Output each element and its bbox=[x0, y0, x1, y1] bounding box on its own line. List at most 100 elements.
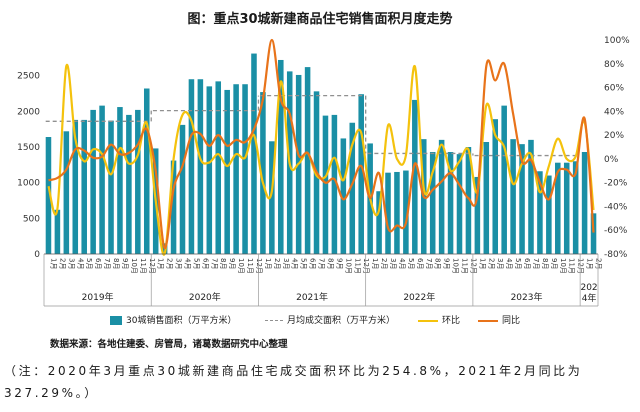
x-tick-label: 8月 bbox=[326, 258, 334, 269]
x-tick-label: 7月 bbox=[318, 258, 326, 269]
bar bbox=[537, 171, 543, 254]
bar bbox=[54, 209, 61, 254]
bar bbox=[45, 137, 52, 254]
footnote: （注：2020年3月重点30城新建商品住宅成交面积环比为254.8%，2021年… bbox=[4, 364, 583, 400]
x-tick-label: 1月 bbox=[371, 258, 379, 269]
y-right-tick-label: -40% bbox=[604, 202, 628, 212]
x-tick-label: 10月 bbox=[452, 258, 460, 274]
data-source: 数据来源：各地住建委、房管局，诸葛数据研究中心整理 bbox=[50, 339, 288, 350]
y-left-tick-label: 2000 bbox=[17, 107, 40, 117]
bar bbox=[179, 124, 186, 255]
x-tick-label: 3月 bbox=[496, 258, 504, 269]
bar bbox=[563, 162, 570, 254]
x-tick-label: 5月 bbox=[85, 258, 93, 269]
bar bbox=[251, 53, 257, 255]
year-label-continued: 4年 bbox=[582, 292, 597, 304]
x-tick-label: 11月 bbox=[139, 258, 147, 274]
x-tick-label: 4月 bbox=[184, 258, 192, 269]
x-tick-label: 7月 bbox=[210, 258, 218, 269]
legend-swatch-yellow-line bbox=[418, 319, 438, 322]
y-left-tick-label: 1500 bbox=[17, 143, 40, 153]
y-left-tick-label: 500 bbox=[23, 214, 40, 224]
bar bbox=[376, 191, 382, 254]
yoy-series-line bbox=[48, 38, 595, 250]
bar bbox=[81, 119, 87, 254]
x-tick-label: 7月 bbox=[103, 258, 111, 269]
x-tick-label: 2月 bbox=[487, 258, 495, 269]
y-left-tick-label: 2500 bbox=[17, 72, 40, 82]
bar bbox=[403, 170, 409, 254]
y-right-tick-label: 0% bbox=[604, 155, 619, 165]
legend-swatch-dashed bbox=[265, 320, 283, 321]
bar bbox=[581, 151, 588, 254]
y-right-tick-label: 40% bbox=[604, 107, 624, 117]
x-tick-label: 10月 bbox=[237, 258, 245, 274]
bar bbox=[429, 151, 436, 254]
x-tick-label: 6月 bbox=[94, 258, 102, 269]
x-tick-label: 3月 bbox=[67, 258, 75, 269]
legend-item-yoy: 同比 bbox=[478, 314, 520, 328]
year-label: 2019年 bbox=[82, 291, 114, 303]
x-tick-label: 7月 bbox=[425, 258, 433, 269]
bar bbox=[501, 105, 507, 254]
x-tick-label: 3月 bbox=[282, 258, 290, 269]
x-tick-label: 8月 bbox=[219, 258, 227, 269]
x-tick-label: 11月 bbox=[353, 258, 361, 274]
x-tick-label: 9月 bbox=[443, 258, 451, 269]
bar bbox=[546, 175, 552, 254]
bar bbox=[456, 154, 463, 254]
bar bbox=[349, 122, 356, 254]
x-tick-label: 4月 bbox=[505, 258, 513, 269]
x-tick-label: 12月 bbox=[255, 258, 263, 274]
x-tick-label: 7月 bbox=[532, 258, 540, 269]
chart-title: 图：重点30城新建商品住宅销售面积月度走势 bbox=[187, 12, 453, 27]
y-left-tick-label: 0 bbox=[34, 250, 40, 260]
bar bbox=[438, 139, 445, 254]
year-label: 2021年 bbox=[296, 291, 328, 303]
bar bbox=[572, 161, 579, 254]
legend-label-monthly-average: 月均成交面积（万平方米） bbox=[287, 316, 396, 326]
y-right-tick-label: 80% bbox=[604, 60, 624, 70]
x-tick-label: 5月 bbox=[514, 258, 522, 269]
x-tick-label: 10月 bbox=[344, 258, 352, 274]
x-tick-label: 5月 bbox=[407, 258, 415, 269]
legend-item-mom: 环比 bbox=[418, 314, 460, 328]
year-label: 202 bbox=[580, 283, 597, 293]
y-right-tick-label: 60% bbox=[604, 84, 624, 94]
year-label: 2020年 bbox=[189, 291, 221, 303]
x-tick-label: 12月 bbox=[577, 258, 585, 274]
legend-label-sales-area: 30城销售面积（万平方米） bbox=[126, 316, 237, 326]
bar bbox=[483, 142, 490, 254]
bar bbox=[242, 84, 248, 254]
bar bbox=[260, 92, 266, 254]
y-right-tick-label: -20% bbox=[604, 179, 628, 189]
bar bbox=[90, 109, 96, 254]
bar bbox=[412, 99, 418, 254]
bar bbox=[215, 81, 222, 254]
x-tick-label: 1月 bbox=[586, 258, 594, 269]
x-tick-label: 5月 bbox=[300, 258, 308, 269]
x-tick-label: 2月 bbox=[380, 258, 388, 269]
bar bbox=[510, 139, 516, 254]
x-tick-label: 3月 bbox=[175, 258, 183, 269]
bar bbox=[143, 88, 150, 254]
x-tick-label: 1月 bbox=[49, 258, 57, 269]
x-tick-label: 9月 bbox=[228, 258, 236, 269]
x-tick-label: 2月 bbox=[595, 258, 603, 269]
x-tick-label: 6月 bbox=[201, 258, 209, 269]
bar bbox=[99, 105, 105, 254]
bar bbox=[135, 109, 141, 254]
bar bbox=[340, 138, 347, 254]
x-tick-label: 6月 bbox=[416, 258, 424, 269]
bar bbox=[206, 86, 213, 254]
bar bbox=[528, 139, 534, 254]
bar bbox=[117, 107, 123, 254]
bar bbox=[465, 147, 472, 254]
x-tick-label: 4月 bbox=[291, 258, 299, 269]
bar bbox=[278, 59, 284, 255]
bar bbox=[322, 115, 329, 254]
x-tick-label: 3月 bbox=[389, 258, 397, 269]
bar bbox=[394, 171, 400, 254]
x-tick-label: 8月 bbox=[112, 258, 120, 269]
